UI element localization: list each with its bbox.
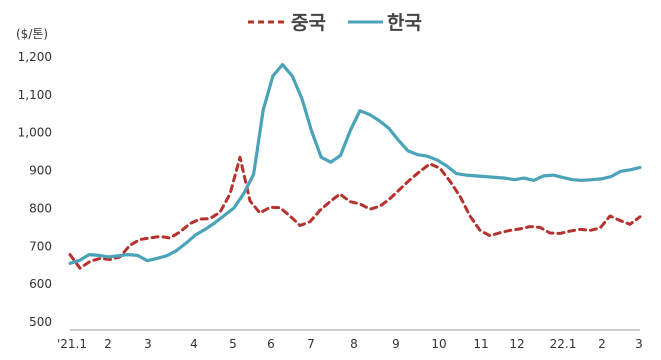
legend-label-korea: 한국 xyxy=(387,12,422,34)
y-tick-label: 1,100 xyxy=(18,88,52,102)
x-tick-label: 3 xyxy=(635,337,643,351)
legend: 중국 한국 xyxy=(248,12,422,34)
x-tick-label: 3 xyxy=(144,337,152,351)
x-tick-label: '21.1 xyxy=(57,337,87,351)
y-tick-label: 700 xyxy=(29,239,52,253)
x-tick-label: 4 xyxy=(190,337,198,351)
series-layer xyxy=(68,62,642,270)
series-line-china xyxy=(68,155,642,270)
x-axis: '21.1 2 3 4 5 6 7 8 9 10 11 12 22.1 2 3 xyxy=(57,329,643,351)
x-tick-label: 6 xyxy=(267,337,275,351)
x-tick-label: 10 xyxy=(431,337,446,351)
x-tick-label: 12 xyxy=(509,337,524,351)
x-tick-label: 7 xyxy=(307,337,315,351)
y-tick-label: 900 xyxy=(29,164,52,178)
x-tick-label: 2 xyxy=(598,337,606,351)
legend-label-china: 중국 xyxy=(291,12,326,34)
y-tick-label: 1,200 xyxy=(18,50,52,64)
x-tick-label: 11 xyxy=(473,337,488,351)
unit-label: ($/톤) xyxy=(16,27,48,41)
x-tick-label: 9 xyxy=(392,337,400,351)
y-tick-label: 600 xyxy=(29,277,52,291)
series-line-korea xyxy=(68,62,642,265)
x-tick-label: 8 xyxy=(350,337,358,351)
y-tick-label: 800 xyxy=(29,201,52,215)
y-axis: 500 600 700 800 900 1,000 1,100 1,200 xyxy=(18,50,52,329)
y-tick-label: 500 xyxy=(29,315,52,329)
x-tick-label: 22.1 xyxy=(550,337,577,351)
y-tick-label: 1,000 xyxy=(18,126,52,140)
x-tick-label: 5 xyxy=(229,337,237,351)
x-tick-label: 2 xyxy=(104,337,112,351)
